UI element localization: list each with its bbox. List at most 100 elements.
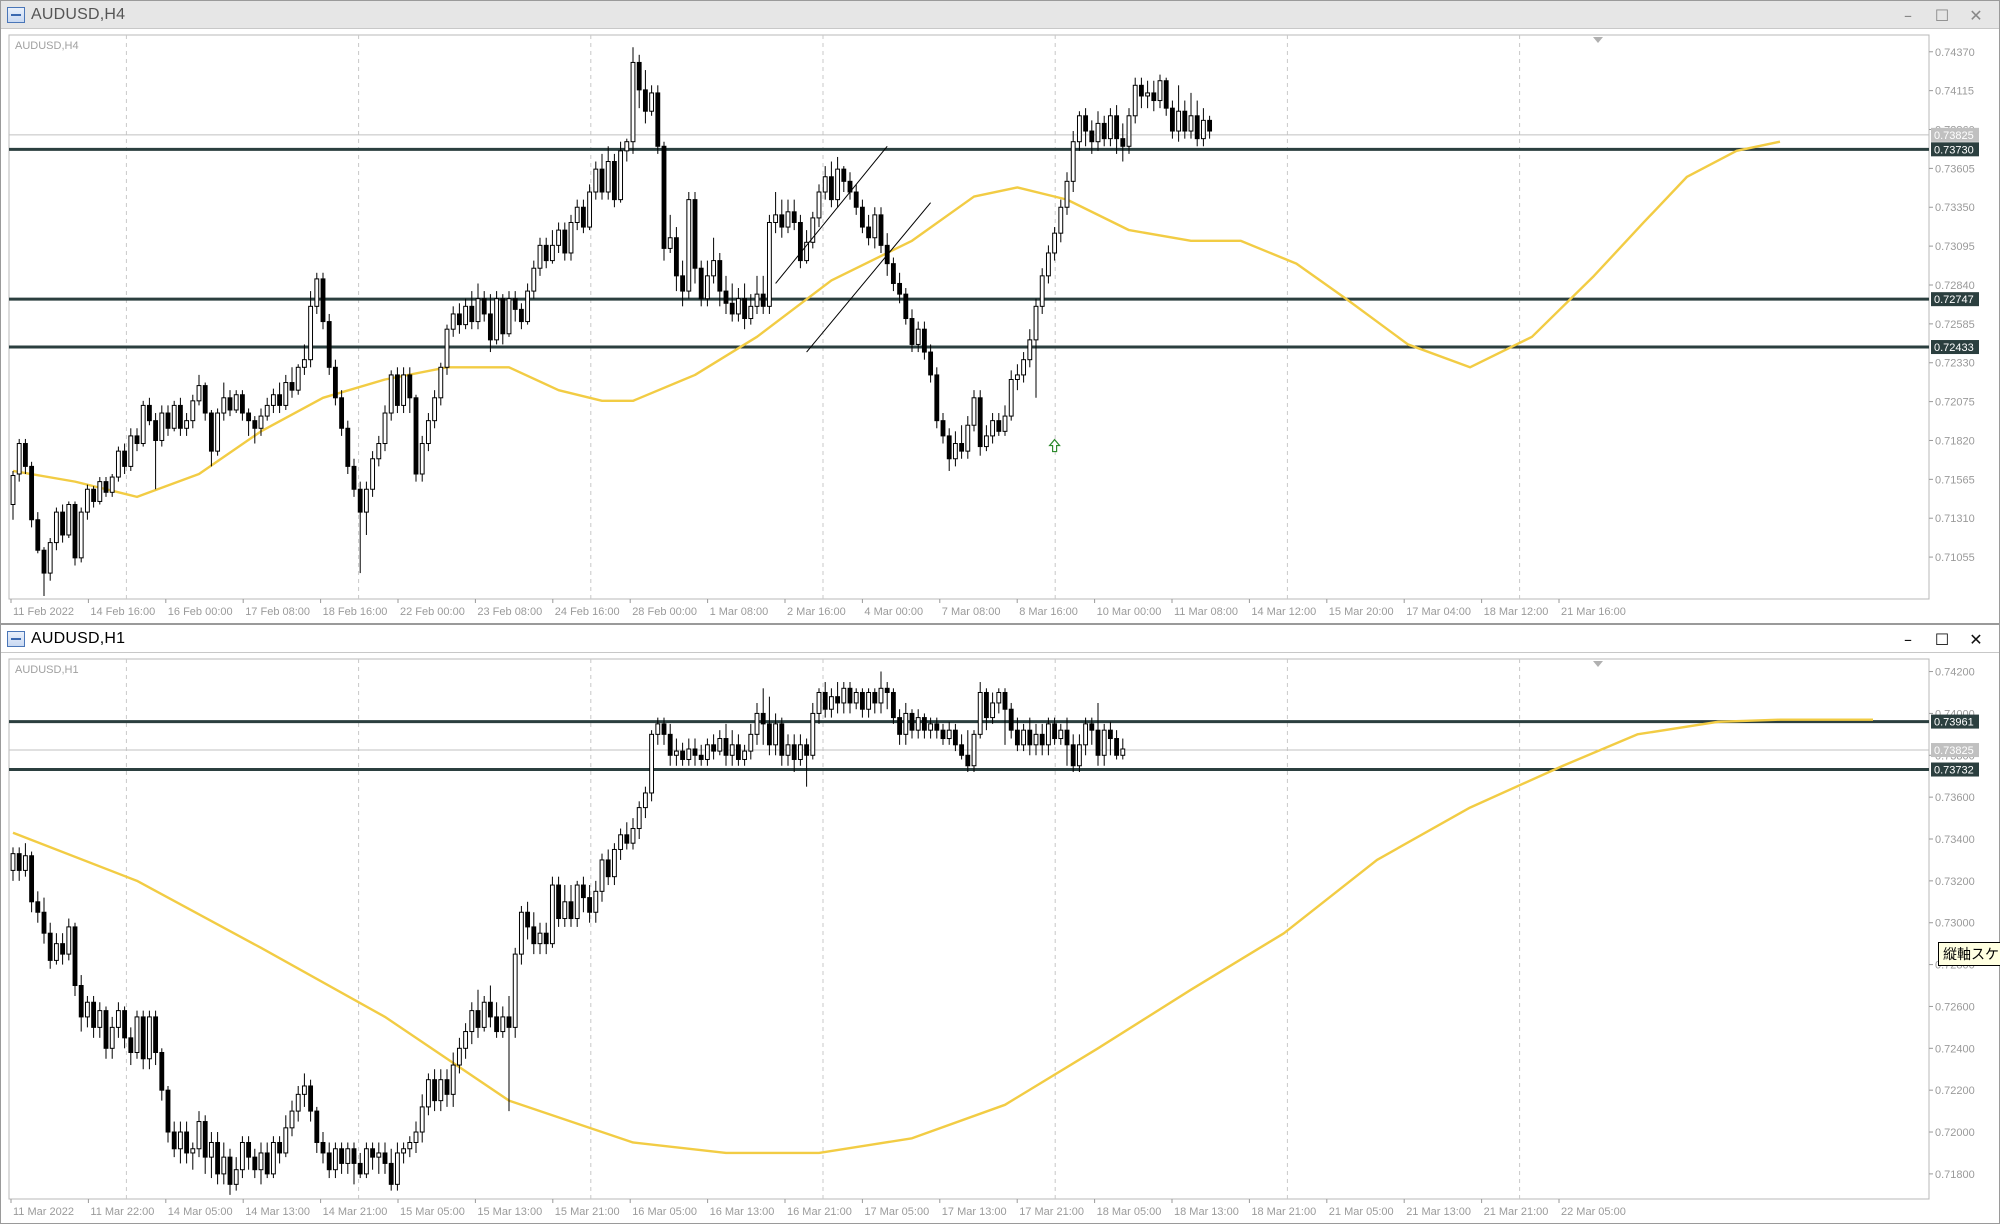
candle-bull xyxy=(531,267,537,292)
maximize-button[interactable]: ☐ xyxy=(1934,629,1950,649)
candle-bull xyxy=(1002,415,1008,432)
y-tick-label: 0.71565 xyxy=(1935,474,1975,486)
candle-bull xyxy=(915,717,921,731)
candle-bear xyxy=(165,1089,171,1133)
candle-bull xyxy=(115,450,121,478)
candle-bull xyxy=(952,443,958,460)
candle-bull xyxy=(363,488,369,513)
candle-bull xyxy=(233,394,239,411)
candle-bull xyxy=(1070,141,1076,182)
candle-bear xyxy=(277,394,283,406)
candle-bear xyxy=(22,443,28,467)
candle-bull xyxy=(494,298,500,341)
chart-symbol-label: AUDUSD,H1 xyxy=(15,664,79,676)
candle-bull xyxy=(53,943,59,961)
candle-bull xyxy=(363,1148,369,1175)
candle-bear xyxy=(413,397,419,475)
candle-bear xyxy=(456,313,462,326)
x-tick-label: 14 Feb 16:00 xyxy=(90,606,155,618)
axis-scale-tooltip: 縦軸スケ xyxy=(1938,942,2000,966)
candle-bear xyxy=(1027,729,1033,746)
candle-bull xyxy=(785,744,791,756)
candle-bear xyxy=(122,1010,128,1039)
candle-bear xyxy=(227,1156,233,1185)
candle-bull xyxy=(797,744,803,760)
x-tick-label: 4 Mar 00:00 xyxy=(864,606,923,618)
candle-bear xyxy=(1064,729,1070,746)
y-tick-label: 0.71800 xyxy=(1935,1169,1975,1181)
window-titlebar[interactable]: AUDUSD,H1 – ☐ ✕ xyxy=(1,625,1999,653)
candle-bear xyxy=(432,1079,438,1102)
candle-bear xyxy=(661,145,667,249)
price-tag-label: 0.73730 xyxy=(1934,144,1974,156)
x-tick-label: 17 Feb 08:00 xyxy=(245,606,310,618)
candle-bull xyxy=(828,696,834,710)
x-tick-label: 22 Mar 05:00 xyxy=(1561,1206,1626,1218)
candle-bear xyxy=(202,1121,208,1158)
candle-bull xyxy=(481,1001,487,1028)
candle-bear xyxy=(940,729,946,740)
candle-bear xyxy=(847,687,853,704)
candle-bear xyxy=(370,1148,376,1158)
window-titlebar[interactable]: AUDUSD,H4 – ☐ ✕ xyxy=(1,1,1999,29)
candle-bear xyxy=(264,1152,270,1175)
candle-bull xyxy=(146,1016,152,1060)
candle-bull xyxy=(611,848,617,878)
price-chart-h1[interactable]: AUDUSD,H10.742000.740000.738000.736000.7… xyxy=(1,653,1999,1223)
maximize-button[interactable]: ☐ xyxy=(1934,5,1950,25)
candle-bear xyxy=(140,1016,146,1060)
chart-window-h4[interactable]: AUDUSD,H4 – ☐ ✕ AUDUSD,H4 0.74370 0.74115 0… xyxy=(0,0,2000,624)
candle-bull xyxy=(196,1121,202,1150)
minimize-button[interactable]: – xyxy=(1904,5,1912,25)
candle-bull xyxy=(1064,180,1070,208)
current-price-tag xyxy=(1931,127,1979,142)
candle-bear xyxy=(60,943,66,955)
candle-bear xyxy=(469,305,475,323)
candle-bear xyxy=(921,717,927,731)
candle-bull xyxy=(1045,723,1051,746)
candle-bull xyxy=(1008,378,1014,417)
x-tick-label: 16 Mar 13:00 xyxy=(710,1206,775,1218)
x-tick-label: 8 Mar 16:00 xyxy=(1019,606,1078,618)
chart-window-h1[interactable]: AUDUSD,H1 – ☐ ✕ AUDUSD,H1 0.74200 0.74000 0… xyxy=(0,624,2000,1224)
candle-bear xyxy=(599,168,605,193)
candle-bull xyxy=(537,932,543,945)
candle-bull xyxy=(376,1152,382,1158)
close-button[interactable]: ✕ xyxy=(1969,629,1983,649)
candle-bear xyxy=(159,1051,165,1091)
candle-bear xyxy=(878,214,884,246)
candle-bull xyxy=(835,168,841,201)
close-button[interactable]: ✕ xyxy=(1969,5,1983,25)
candle-bull xyxy=(1021,359,1027,376)
x-tick-label: 22 Feb 00:00 xyxy=(400,606,465,618)
candle-bull xyxy=(1095,122,1101,143)
candle-bear xyxy=(277,1141,283,1154)
candle-bear xyxy=(35,519,41,551)
candle-bear xyxy=(983,691,989,719)
candle-bull xyxy=(1188,115,1194,132)
candle-bull xyxy=(946,729,952,740)
candle-bear xyxy=(642,89,648,112)
candle-bear xyxy=(605,859,611,878)
candle-bull xyxy=(549,244,555,262)
candle-bear xyxy=(884,687,890,693)
candle-bull xyxy=(444,328,450,368)
candle-bear xyxy=(952,729,958,746)
candle-bear xyxy=(332,366,338,399)
candle-bull xyxy=(109,1026,115,1049)
candle-bull xyxy=(196,385,202,402)
candle-bull xyxy=(140,404,146,445)
candle-bear xyxy=(357,488,363,513)
candle-bear xyxy=(246,1141,252,1158)
candle-bear xyxy=(339,397,345,429)
candle-bear xyxy=(655,92,661,147)
minimize-button[interactable]: – xyxy=(1904,629,1912,649)
price-chart-h4[interactable]: AUDUSD,H40.743700.741150.738600.736050.7… xyxy=(1,29,1999,623)
candle-bear xyxy=(153,420,159,441)
candle-bull xyxy=(773,214,779,223)
candle-bear xyxy=(1114,738,1120,756)
y-tick-label: 0.73605 xyxy=(1935,163,1975,175)
price-tag-label: 0.73961 xyxy=(1934,717,1974,729)
candle-bear xyxy=(407,374,413,399)
candle-bull xyxy=(401,374,407,406)
